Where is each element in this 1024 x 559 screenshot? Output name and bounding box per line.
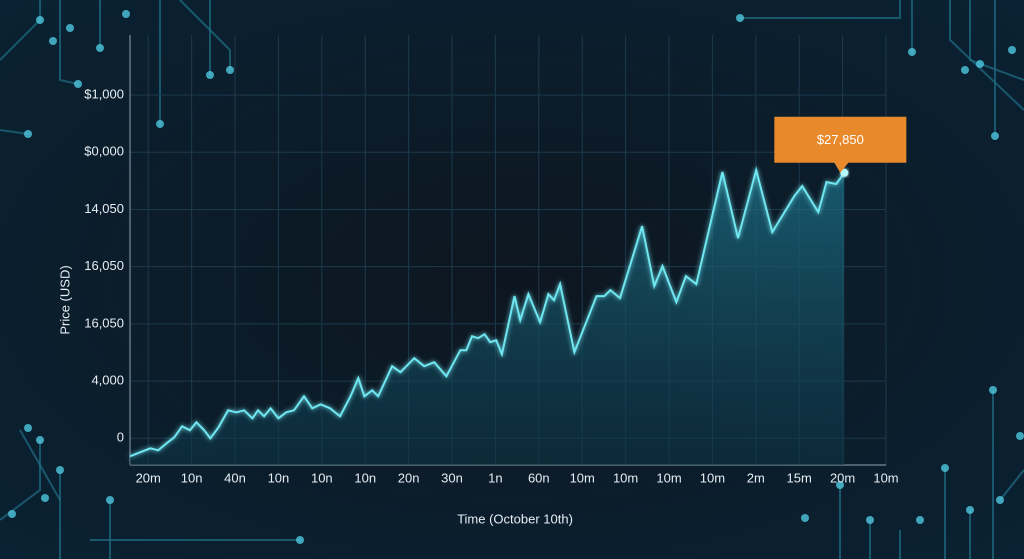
x-tick-label: 10m	[570, 470, 595, 485]
price-line	[129, 166, 846, 458]
x-tick-label: 10m	[873, 470, 898, 485]
y-tick-label: 0	[117, 430, 124, 445]
x-tick-label: 10m	[656, 470, 681, 485]
y-tick-label: $1,000	[84, 87, 124, 102]
y-tick-label: $0,000	[84, 144, 124, 159]
x-tick-label: 30n	[441, 470, 463, 485]
x-tick-label: 60n	[528, 470, 550, 485]
x-tick-label: 40n	[224, 470, 246, 485]
area	[130, 170, 845, 465]
x-tick-label: 20m	[136, 470, 161, 485]
annotation-label: $27,850	[817, 132, 864, 147]
x-tick-label: 10m	[613, 470, 638, 485]
y-tick-label: 16,050	[84, 258, 124, 273]
y-tick-label: 14,050	[84, 201, 124, 216]
annotation-point	[840, 168, 849, 177]
x-tick-label: 20m	[830, 470, 855, 485]
x-tick-label: 10n	[311, 470, 333, 485]
y-tick-label: 16,050	[84, 315, 124, 330]
x-tick-label: 10n	[181, 470, 203, 485]
annotation-box	[774, 116, 907, 173]
x-tick-label: 10n	[354, 470, 376, 485]
y-axis-label: Price (USD)	[57, 265, 72, 334]
x-tick-label: 2m	[747, 470, 765, 485]
y-tick-label: 4,000	[91, 373, 124, 388]
x-tick-label: 10n	[268, 470, 290, 485]
x-tick-label: 15m	[787, 470, 812, 485]
x-tick-label: 1n	[488, 470, 502, 485]
x-tick-label: 10m	[700, 470, 725, 485]
x-axis-label: Time (October 10th)	[457, 511, 573, 526]
x-tick-label: 20n	[398, 470, 420, 485]
